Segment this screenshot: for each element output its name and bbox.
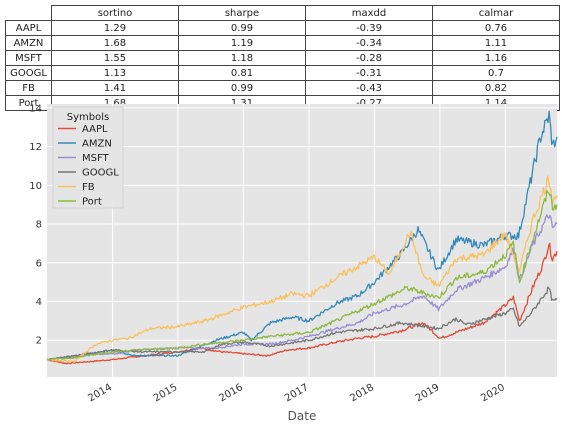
x-tick-label: 2017 (283, 382, 311, 404)
legend-label-aapl: AAPL (82, 124, 108, 135)
row-label: Port (5, 95, 52, 111)
legend-title: Symbols (67, 112, 109, 123)
legend-label-port: Port (82, 197, 102, 208)
x-axis-label: Date (288, 409, 317, 423)
table-row: AMZN 1.68 1.19 -0.34 1.11 (5, 35, 560, 51)
legend-label-fb: FB (82, 182, 95, 193)
series-line-amzn (46, 110, 558, 361)
series-line-aapl (46, 242, 558, 365)
grid-lines (47, 104, 557, 377)
x-tick-label: 2015 (152, 382, 180, 404)
table-header-row: sortino sharpe maxdd calmar (5, 5, 560, 21)
x-tick-label: 2019 (414, 382, 442, 404)
series-line-port (46, 190, 558, 361)
x-tick-label: 2014 (86, 382, 114, 404)
table-row: FB 1.41 0.99 -0.43 0.82 (5, 80, 560, 96)
table-row: AAPL 1.29 0.99 -0.39 0.76 (5, 20, 560, 36)
plot-area (47, 104, 557, 377)
y-tick-label: 2 (36, 336, 42, 347)
table-row: GOOGL 1.13 0.81 -0.31 0.7 (5, 65, 560, 81)
y-tick-label: 8 (36, 220, 42, 231)
metrics-table: sortino sharpe maxdd calmar AAPL 1.29 0.… (5, 5, 560, 111)
y-tick-label: 6 (36, 258, 42, 269)
y-tick-label: 4 (36, 297, 42, 308)
x-tick-label: 2016 (217, 382, 245, 404)
legend: Symbols AAPL AMZN MSFT GOOGL FB Port (52, 106, 124, 209)
y-tick-label: 10 (29, 181, 42, 192)
legend-label-msft: MSFT (82, 153, 110, 164)
series-lines (46, 110, 558, 365)
legend-label-googl: GOOGL (82, 168, 119, 179)
legend-label-amzn: AMZN (82, 139, 112, 150)
y-tick-label: 14 (29, 103, 42, 114)
series-line-fb (46, 175, 558, 363)
series-line-googl (46, 286, 558, 361)
y-tick-label: 12 (29, 142, 42, 153)
table-row: MSFT 1.55 1.18 -0.28 1.16 (5, 50, 560, 66)
x-tick-label: 2020 (479, 382, 507, 404)
x-tick-label: 2018 (348, 382, 376, 404)
y-axis: 2 4 6 8 10 12 14 (29, 103, 42, 346)
x-axis: 2014 2015 2016 2017 2018 2019 2020 (86, 382, 506, 404)
